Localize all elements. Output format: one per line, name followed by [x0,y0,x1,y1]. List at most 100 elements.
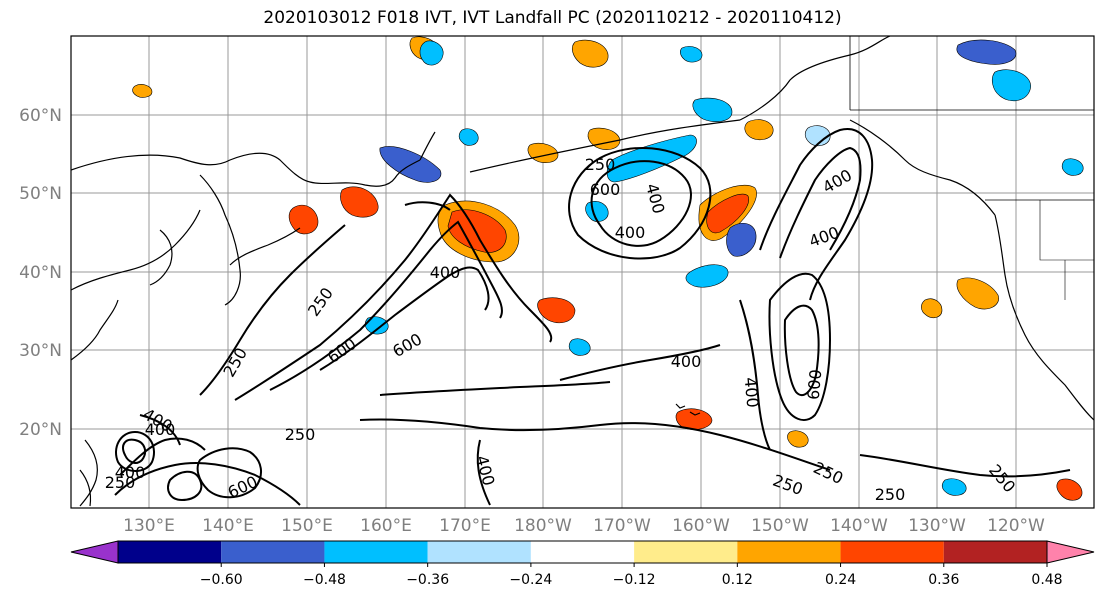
contour-line [234,193,553,401]
longitude-label: 130°W [908,516,966,536]
pc-negative-area [956,39,1017,65]
contour-line [779,146,862,259]
contour-line [768,272,832,421]
pc-negative-area [804,125,831,147]
pc-positive-area [132,84,153,98]
contour-line [114,462,301,506]
contour-line [759,128,874,301]
contour-line [590,160,692,247]
contour-label: 600 [590,180,621,199]
longitude-label: 170°W [593,516,651,536]
colorbar-segment [943,541,1047,563]
contour-line [739,299,771,451]
pc-negative-area [568,338,591,356]
colorbar-segment [324,541,428,563]
contour-line [122,438,147,464]
contour-labels: 2504006002504006004002504004006004004002… [105,155,1020,504]
contour-label: 250 [875,485,906,504]
contour-label: 400 [115,463,146,482]
pc-negative-area [419,40,444,66]
contour-label: 600 [804,368,826,400]
colorbar-tick-label: 0.12 [722,572,753,588]
pc-negative-area [458,128,479,146]
pc-positive-area [675,408,713,430]
contour-line [115,430,155,472]
contour-label: 250 [585,155,616,174]
contour-line [167,470,203,502]
contour-line [319,266,490,371]
pc-positive-area [571,39,609,68]
contour-line [359,418,831,471]
figure-title: 2020103012 F018 IVT, IVT Landfall PC (20… [263,8,842,28]
colorbar-tick-label: 0.36 [928,572,959,588]
pc-negative-area [685,264,729,288]
longitude-label: 160°W [672,516,730,536]
pc-negative-area [692,97,733,122]
contour-label: 250 [285,425,316,444]
pc-positive-area [340,186,379,218]
colorbar-segment [634,541,738,563]
longitude-label: 120°W [987,516,1045,536]
pc-positive-core [447,209,507,253]
contour-line [859,454,1071,478]
colorbar-segment [427,541,531,563]
pc-positive-area [537,297,576,323]
pc-positive-area [787,430,809,448]
pc-shading [132,36,1084,501]
colorbar-tick-label: −0.24 [509,572,552,588]
contour-line [404,201,451,211]
longitude-labels: 130°E 140°E 150°E 160°E 170°E 180°W 170°W 160°W… [123,516,1045,536]
contour-label: 400 [430,263,461,282]
ivt-contours [114,128,1071,506]
colorbar-segment [118,541,222,563]
colorbar-segment [530,541,635,563]
contour-line [139,414,181,446]
pc-negative-area [726,222,757,257]
longitude-label: 150°W [751,516,809,536]
longitude-label: 140°E [202,516,254,536]
longitude-label: 170°E [439,516,491,536]
contour-line [568,147,712,260]
contour-label: 400 [741,376,763,408]
colorbar-tick-label: 0.48 [1031,572,1062,588]
map-frame [70,35,1095,509]
colorbar-segment [737,541,841,563]
pc-positive-area [921,298,943,319]
colorbar-tick-label: −0.48 [303,572,346,588]
pc-negative-area [1061,158,1084,176]
longitude-label: 150°E [281,516,333,536]
longitude-label: 140°W [830,516,888,536]
latitude-label: 30°N [19,341,62,361]
longitude-label: 180°W [514,516,572,536]
contour-label: 400 [615,223,646,242]
contour-label: 400 [145,420,176,439]
contour-line [199,224,346,396]
pc-positive-area [956,277,999,310]
colorbar-tick-label: −0.12 [613,572,656,588]
longitude-label: 130°E [123,516,175,536]
colorbar-tick-label: −0.36 [406,572,449,588]
pc-negative-area [991,69,1031,102]
colorbar-segment [840,541,944,563]
contour-line [269,220,503,391]
colorbar-extend-max [1046,540,1095,564]
contour-line [783,304,820,397]
longitude-label: 160°E [360,516,412,536]
contour-label: 250 [105,473,136,492]
pc-positive-core [706,193,749,234]
latitude-label: 20°N [19,420,62,440]
pc-negative-area [606,134,697,183]
pc-negative-area [680,46,703,63]
latitude-labels: 60°N 50°N 40°N 30°N 20°N [19,106,62,440]
pc-positive-area [744,119,774,141]
colorbar-tick-label: 0.24 [825,572,856,588]
colorbar: −0.60 −0.48 −0.36 −0.24 −0.12 0.12 0.24 0.36 0.4… [70,540,1095,588]
latitude-label: 60°N [19,106,62,126]
contour-line [559,344,721,381]
contour-label: 400 [671,352,702,371]
colorbar-extend-min [70,540,119,564]
pc-positive-area [288,204,319,235]
latitude-label: 50°N [19,184,62,204]
graticule [71,36,1094,508]
